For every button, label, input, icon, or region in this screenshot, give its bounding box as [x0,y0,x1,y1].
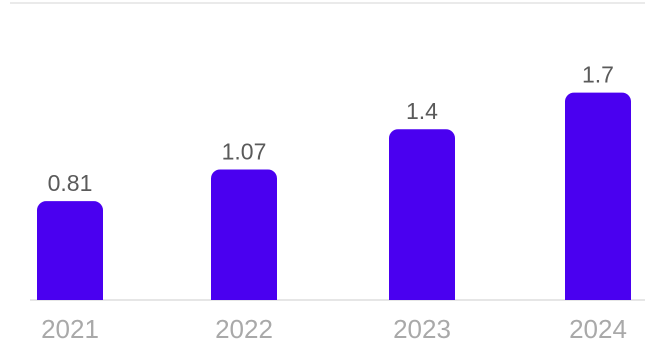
x-tick-label-2021: 2021 [41,314,99,343]
bar-2024 [565,92,631,300]
bar-2023 [389,129,455,300]
bar-rect-2023 [389,129,455,300]
x-tick-labels-group: 2021 2022 2023 2024 [41,314,627,343]
bar-2021 [37,201,103,300]
bar-base-2022 [211,290,277,300]
x-tick-label-2024: 2024 [569,314,627,343]
value-label-2024: 1.7 [582,62,614,88]
bar-2022 [211,169,277,300]
bar-base-2021 [37,290,103,300]
bar-base-2024 [565,290,631,300]
value-label-2023: 1.4 [406,98,438,124]
bar-rect-2022 [211,169,277,300]
value-label-2021: 0.81 [48,170,93,196]
bar-rect-2021 [37,201,103,300]
bars-group [37,92,631,300]
value-label-2022: 1.07 [222,138,267,164]
bar-base-2023 [389,290,455,300]
x-tick-label-2022: 2022 [215,314,273,343]
x-tick-label-2023: 2023 [393,314,451,343]
value-labels-group: 0.81 1.07 1.4 1.7 [48,62,614,197]
bar-rect-2024 [565,92,631,300]
